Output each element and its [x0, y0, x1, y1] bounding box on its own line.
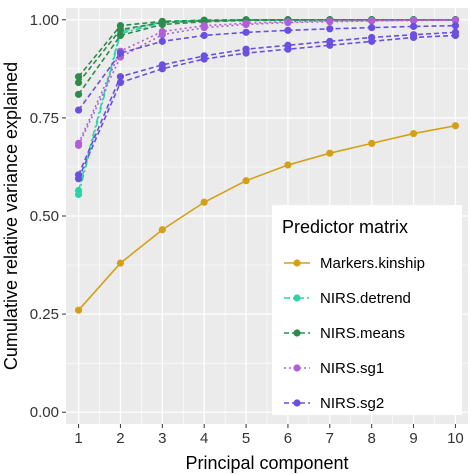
data-point — [242, 19, 250, 27]
legend-key-point — [293, 294, 301, 302]
data-point — [116, 49, 125, 57]
data-point — [74, 171, 83, 179]
data-point — [74, 139, 83, 147]
data-point — [200, 22, 208, 30]
data-point — [116, 73, 125, 81]
legend-label: NIRS.sg2 — [320, 395, 384, 412]
data-point — [284, 26, 292, 34]
data-point — [74, 78, 83, 87]
data-point — [158, 37, 166, 45]
legend-label: NIRS.sg1 — [320, 360, 384, 377]
data-point — [74, 186, 83, 195]
data-point — [326, 25, 334, 33]
data-point — [284, 41, 292, 49]
data-point — [368, 16, 376, 25]
data-point — [284, 18, 292, 26]
data-point — [200, 198, 208, 206]
legend-item: NIRS.detrend — [284, 290, 411, 307]
series-line — [77, 31, 456, 176]
series-line — [77, 18, 456, 78]
data-point — [326, 37, 334, 45]
data-point — [409, 31, 418, 39]
legend-items: Markers.kinship NIRS.detrend NIRS.means NIR… — [284, 255, 425, 412]
y-axis-ticks: 0.00 0.25 0.50 0.75 1.00 — [30, 12, 66, 421]
x-tick-label: 2 — [116, 430, 124, 447]
data-point — [409, 16, 418, 24]
data-point — [74, 106, 83, 114]
data-point — [326, 17, 334, 25]
data-point — [451, 28, 460, 36]
data-point — [409, 129, 418, 138]
data-point — [200, 16, 208, 24]
y-tick-label: 0.50 — [30, 208, 59, 225]
data-point — [409, 22, 418, 31]
series-markers-kinship — [74, 122, 460, 314]
data-point — [74, 73, 83, 81]
data-point — [368, 33, 376, 42]
x-tick-label: 8 — [368, 430, 376, 447]
data-point — [116, 78, 125, 87]
data-point — [368, 139, 376, 147]
data-point — [158, 61, 166, 69]
y-tick-label: 1.00 — [30, 12, 59, 29]
x-tick-label: 1 — [74, 430, 82, 447]
data-point — [326, 149, 334, 157]
data-point — [451, 122, 460, 130]
x-tick-label: 7 — [326, 430, 334, 447]
legend-key-point — [293, 329, 301, 337]
series-line — [77, 124, 456, 311]
legend-key-point — [293, 259, 301, 267]
x-tick-label: 10 — [447, 430, 464, 447]
legend-key-point — [293, 364, 301, 372]
x-tick-label: 4 — [200, 430, 208, 447]
x-axis-ticks: 1 2 3 4 5 6 7 8 9 10 — [74, 424, 464, 447]
data-point — [158, 27, 166, 36]
data-point — [242, 28, 250, 36]
series-nirs-sg1 — [74, 16, 460, 149]
x-tick-label: 9 — [409, 430, 417, 447]
data-point — [284, 161, 292, 169]
series-line — [77, 24, 456, 111]
data-point — [116, 31, 125, 40]
x-tick-label: 6 — [284, 430, 292, 447]
data-point — [158, 226, 166, 234]
y-tick-label: 0.75 — [30, 110, 59, 127]
x-tick-label: 5 — [242, 430, 250, 447]
y-tick-label: 0.00 — [30, 404, 59, 421]
legend-item: NIRS.sg1 — [284, 360, 384, 377]
legend-label: NIRS.means — [320, 325, 405, 342]
data-point — [116, 22, 125, 30]
series-layer — [74, 16, 460, 314]
data-point — [74, 90, 83, 98]
x-tick-label: 3 — [158, 430, 166, 447]
series-line — [77, 19, 456, 146]
data-point — [242, 45, 250, 53]
legend-item: NIRS.sg2 — [284, 395, 384, 412]
data-point — [451, 16, 460, 24]
series-nirs-sg2 — [74, 22, 460, 183]
data-point — [200, 52, 208, 60]
data-point — [368, 24, 376, 32]
y-axis-title: Cumulative relative variance explained — [1, 62, 21, 370]
legend-title: Predictor matrix — [282, 217, 408, 237]
legend: Predictor matrix Markers.kinship NIRS.det… — [272, 205, 462, 415]
data-point — [158, 17, 166, 25]
legend-item: Markers.kinship — [284, 255, 425, 272]
x-axis-title: Principal component — [185, 453, 348, 473]
legend-label: Markers.kinship — [320, 255, 425, 272]
data-point — [200, 31, 208, 40]
data-point — [116, 259, 125, 267]
data-point — [451, 22, 460, 30]
legend-item: NIRS.means — [284, 325, 405, 342]
data-point — [74, 306, 83, 314]
y-tick-label: 0.25 — [30, 306, 59, 323]
data-point — [242, 177, 250, 185]
series-nirs-means — [74, 16, 460, 98]
legend-key-point — [293, 399, 301, 407]
legend-label: NIRS.detrend — [320, 290, 411, 307]
legend-background — [272, 205, 462, 415]
